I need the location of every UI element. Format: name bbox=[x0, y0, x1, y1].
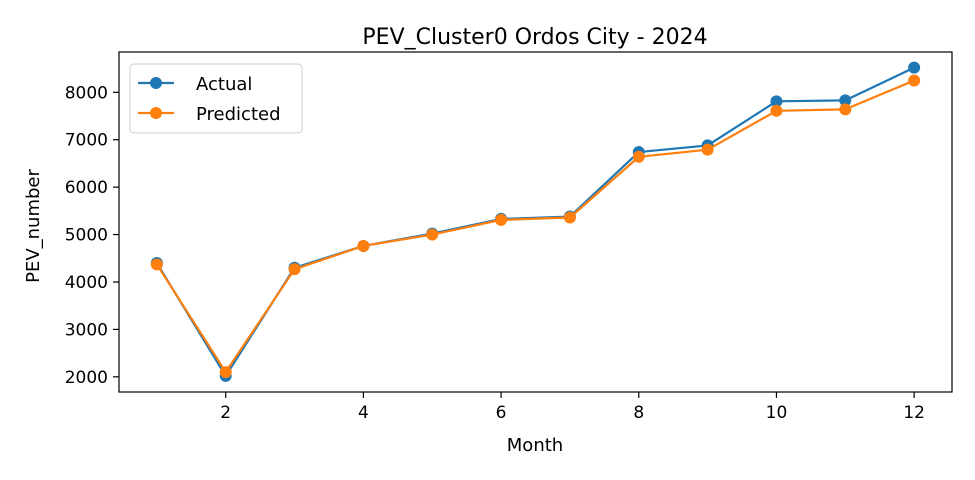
legend-predicted-marker bbox=[150, 107, 162, 119]
legend: Actual Predicted bbox=[129, 63, 303, 134]
x-tick-label: 12 bbox=[903, 403, 925, 423]
axes-frame bbox=[118, 51, 953, 393]
y-tick-label: 8000 bbox=[65, 83, 108, 103]
y-tick-label: 3000 bbox=[65, 320, 108, 340]
data-point-predicted bbox=[219, 366, 232, 379]
chart-title: PEV_Cluster0 Ordos City - 2024 bbox=[362, 25, 707, 50]
legend-predicted-label: Predicted bbox=[196, 104, 281, 125]
data-point-predicted bbox=[288, 263, 301, 276]
y-tick-label: 4000 bbox=[65, 273, 108, 293]
data-point-predicted bbox=[770, 104, 783, 117]
legend-box bbox=[129, 63, 303, 134]
y-tick-label: 6000 bbox=[65, 178, 108, 198]
data-point-predicted bbox=[563, 211, 576, 224]
series-predicted bbox=[150, 74, 921, 379]
x-tick-label: 6 bbox=[496, 403, 507, 423]
data-point-actual bbox=[770, 95, 783, 108]
legend-actual-label: Actual bbox=[196, 74, 252, 95]
plot-area bbox=[150, 61, 921, 382]
y-axis-label: PEV_number bbox=[23, 169, 44, 283]
x-tick-label: 2 bbox=[220, 403, 231, 423]
data-point-predicted bbox=[495, 213, 508, 226]
series-line-predicted bbox=[155, 79, 915, 374]
y-tick-label: 5000 bbox=[65, 226, 108, 246]
x-tick-label: 8 bbox=[633, 403, 644, 423]
y-tick-label: 2000 bbox=[65, 368, 108, 388]
legend-actual-marker bbox=[150, 77, 162, 89]
data-point-predicted bbox=[701, 143, 714, 156]
x-tick-label: 10 bbox=[766, 403, 788, 423]
x-tick-label: 4 bbox=[358, 403, 369, 423]
data-point-predicted bbox=[150, 258, 163, 271]
data-point-predicted bbox=[357, 239, 370, 252]
data-point-predicted bbox=[908, 74, 921, 87]
x-axis-label: Month bbox=[507, 435, 563, 456]
data-point-predicted bbox=[426, 228, 439, 241]
y-tick-label: 7000 bbox=[65, 131, 108, 151]
x-axis-ticks: 2 4 6 8 10 12 bbox=[220, 392, 925, 423]
data-point-predicted bbox=[632, 150, 645, 163]
y-axis-ticks: 2000 3000 4000 5000 6000 7000 8000 bbox=[65, 83, 119, 388]
data-point-predicted bbox=[839, 103, 852, 116]
data-point-actual bbox=[839, 94, 852, 107]
data-point-actual bbox=[908, 61, 921, 74]
